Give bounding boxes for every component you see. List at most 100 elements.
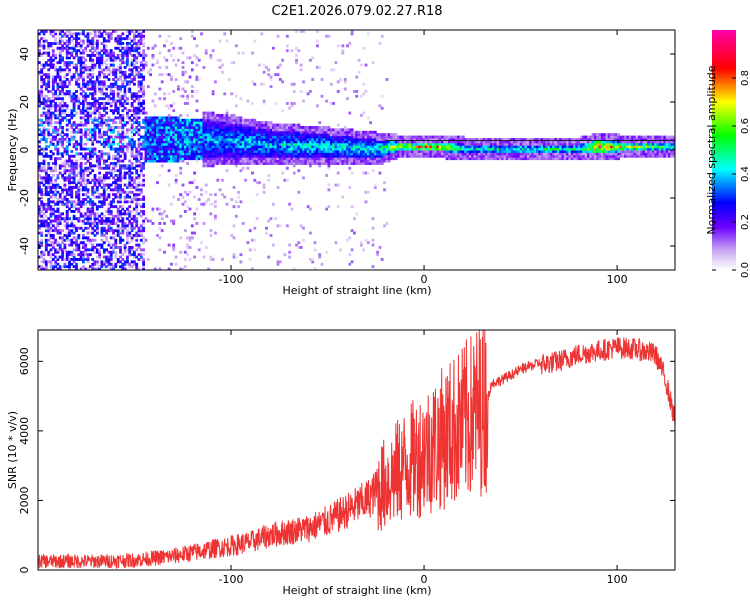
spectrogram-cell-2583 — [146, 147, 150, 151]
spectrogram-cell-2424 — [137, 82, 141, 86]
spectrogram-cell-483 — [56, 94, 60, 98]
spectrogram-cell-412 — [54, 157, 58, 161]
spectrogram-cell-716 — [68, 265, 71, 269]
spectrogram-cell-4028 — [278, 63, 282, 67]
spectrogram-cell-564 — [61, 217, 65, 221]
spectrogram-cell-2629 — [151, 150, 155, 153]
spectrogram-cell-1380 — [95, 255, 99, 259]
spectrogram-cell-3357 — [214, 162, 217, 165]
spectrogram-cell-3464 — [223, 138, 227, 141]
spectrogram-cell-4655 — [350, 30, 354, 33]
spectrogram-cell-289 — [49, 214, 53, 218]
spectrogram-cell-4071 — [285, 166, 289, 170]
spectrogram-cell-4903 — [385, 157, 389, 161]
spectrogram-cell-3585 — [234, 152, 238, 156]
spectrogram-cell-2537 — [142, 75, 146, 79]
spectrogram-cell-2895 — [174, 178, 178, 182]
spectrogram-cell-3839 — [260, 140, 264, 144]
spectrogram-cell-1004 — [79, 147, 83, 151]
spectrogram-cell-4614 — [348, 236, 352, 240]
spectrogram-cell-2084 — [123, 78, 127, 81]
spectrogram-cell-2444 — [139, 234, 143, 237]
spectrogram-cell-567 — [61, 200, 65, 204]
spectrogram-cell-3422 — [218, 116, 222, 120]
spectrogram-cell-893 — [75, 193, 78, 197]
spectrogram-cell-812 — [70, 94, 74, 98]
spectrogram-cell-3601 — [234, 104, 238, 108]
spectrogram-cell-2327 — [135, 222, 139, 225]
spectrogram-cell-3120 — [193, 154, 197, 158]
spectrogram-cell-3046 — [186, 130, 190, 134]
spectrogram-cell-3413 — [218, 138, 222, 141]
spectrogram-cell-301 — [49, 176, 53, 180]
spectrogram-cell-4765 — [364, 63, 368, 67]
spectrogram-cell-4380 — [318, 133, 322, 137]
spectrogram-cell-2 — [38, 246, 41, 249]
spectrogram-cell-3415 — [218, 133, 222, 137]
spectrogram-cell-132 — [42, 133, 46, 137]
spectrogram-cell-4853 — [378, 171, 382, 175]
spectrogram-cell-4265 — [306, 205, 310, 209]
spectrogram-cell-4777 — [366, 142, 370, 146]
spectrogram-cell-4076 — [285, 152, 289, 156]
spectrogram-cell-275 — [49, 265, 53, 269]
spectrogram-cell-697 — [65, 92, 69, 96]
spectrogram-cell-1527 — [100, 87, 104, 91]
spectrogram-cell-1554 — [102, 214, 106, 218]
spectrogram-cell-2764 — [163, 142, 166, 146]
spectrogram-cell-2368 — [135, 68, 139, 72]
spectrogram-cell-4239 — [302, 140, 305, 144]
spectrogram-cell-542 — [58, 61, 62, 65]
spectrogram-cell-4450 — [327, 154, 331, 158]
spectrogram-cell-624 — [63, 183, 67, 187]
spectrogram-cell-4202 — [297, 126, 301, 129]
spectrogram-cell-4822 — [373, 183, 377, 187]
spectrogram-cell-407 — [54, 169, 58, 173]
spectrogram-cell-1413 — [95, 85, 99, 89]
spectrogram-cell-3344 — [211, 118, 215, 122]
spectrogram-cell-2604 — [149, 152, 153, 156]
spectrogram-cell-2817 — [167, 140, 171, 144]
spectrogram-cell-4847 — [376, 142, 380, 146]
spectrogram-cell-3628 — [239, 260, 243, 264]
spectrogram-cell-960 — [77, 106, 81, 110]
spectrogram-cell-2885 — [172, 118, 176, 122]
spectrogram-cell-1510 — [100, 154, 104, 158]
spectrogram-cell-4661 — [353, 154, 356, 158]
spectrogram-cell-4321 — [311, 128, 315, 132]
spectrogram-cell-2468 — [139, 126, 143, 129]
spectrogram-cell-4742 — [362, 111, 366, 115]
spectrogram-cell-915 — [75, 82, 78, 86]
spectrogram-cell-2937 — [177, 116, 180, 120]
spectrogram-cell-3905 — [267, 152, 271, 156]
spectrogram-cell-4048 — [281, 80, 285, 84]
spectrogram-cell-2702 — [158, 207, 162, 211]
spectrogram-cell-540 — [58, 68, 62, 72]
spectrogram-cell-3965 — [274, 162, 278, 165]
spectrogram-cell-115 — [42, 205, 46, 209]
spectrogram-cell-166 — [44, 241, 48, 245]
spectrogram-cell-2903 — [174, 145, 178, 149]
spectrogram-cell-4435 — [325, 135, 329, 139]
spectrogram-cell-4928 — [390, 154, 393, 158]
spectrogram-cell-3924 — [269, 159, 273, 163]
spectrogram-cell-2825 — [167, 121, 171, 125]
spectrogram-cell-4136 — [290, 49, 294, 53]
spectrogram-cell-1426 — [95, 34, 99, 38]
spectrogram-cell-3110 — [190, 34, 194, 38]
spectrogram-cell-486 — [56, 82, 60, 86]
spectrogram-cell-1377 — [95, 267, 99, 270]
spectrogram-cell-116 — [42, 202, 46, 206]
spectrogram-cell-108 — [42, 250, 46, 254]
spectrogram-cell-3489 — [225, 138, 229, 141]
spectrogram-cell-1732 — [109, 147, 113, 151]
spectrogram-cell-1592 — [102, 61, 106, 65]
spectrogram-cell-4015 — [278, 150, 282, 153]
spectrogram-cell-3674 — [241, 51, 245, 55]
spectrogram-cell-1366 — [93, 82, 97, 86]
spectrogram-cell-698 — [65, 90, 69, 93]
spectrogram-cell-2301 — [133, 82, 136, 86]
spectrogram-cell-2728 — [158, 34, 162, 38]
spectrogram-cell-2046 — [123, 262, 127, 266]
spectrogram-cell-3288 — [207, 116, 210, 120]
